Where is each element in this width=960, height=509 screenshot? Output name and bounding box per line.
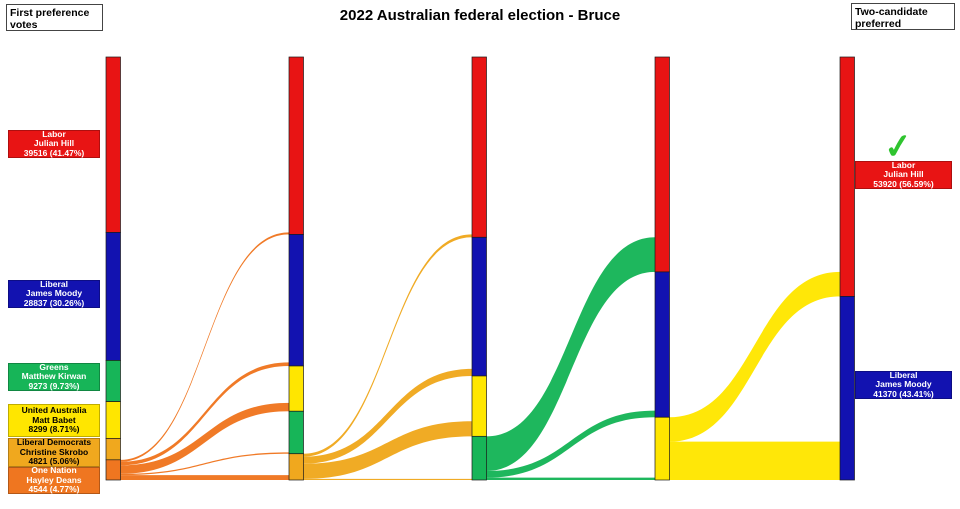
sankey-node-united-australia xyxy=(288,365,304,412)
candidate-name: James Moody xyxy=(25,288,83,299)
sankey-node-greens xyxy=(288,410,304,455)
left-label-liberal-democrats: Liberal Democrats Christine Skrobo 4821 … xyxy=(8,438,100,467)
sankey-flow-one-nation-to-liberal xyxy=(120,362,289,466)
sankey-node-one-nation xyxy=(105,459,121,481)
sankey-node-liberal xyxy=(471,236,487,377)
sankey-node-liberal xyxy=(654,271,670,418)
party-name: Liberal xyxy=(40,278,68,289)
sankey-node-liberal xyxy=(105,232,121,361)
sankey-flow-greens-to-liberal xyxy=(486,410,655,478)
candidate-name: Matt Babet xyxy=(32,414,76,425)
right-label-labor: Labor Julian Hill 53920 (56.59%) xyxy=(855,159,952,189)
sankey-node-united-australia xyxy=(105,401,121,439)
vote-count: 4544 (4.77%) xyxy=(28,484,80,495)
page-title: 2022 Australian federal election - Bruce xyxy=(339,7,621,24)
sankey-node-greens xyxy=(105,360,121,402)
sankey-node-united-australia xyxy=(471,375,487,437)
two-candidate-header-label: Two-candidate preferred xyxy=(855,6,928,30)
vote-count: 41370 (43.41%) xyxy=(873,388,934,399)
sankey-node-liberal xyxy=(288,234,304,367)
party-name: Labor xyxy=(891,159,916,170)
sankey-flow-one-nation-to-greens xyxy=(120,452,289,476)
sankey-flow-liberal-democrats-to-united-australia xyxy=(303,421,472,479)
sankey-flow-one-nation-to-labor xyxy=(120,232,289,462)
left-label-one-nation: One Nation Hayley Deans 4544 (4.77%) xyxy=(8,465,100,495)
sankey-flow-united-australia-to-liberal xyxy=(669,441,840,480)
party-name: Greens xyxy=(39,361,69,372)
sankey-flow-liberal-democrats-to-labor xyxy=(303,234,472,457)
sankey-flow-greens-to-labor xyxy=(486,237,655,471)
sankey-node-labor xyxy=(471,56,487,238)
party-name: One Nation xyxy=(31,465,77,476)
sankey-node-united-australia xyxy=(654,416,670,481)
sankey-node-liberal xyxy=(839,296,855,481)
sankey-flow-liberal-democrats-to-liberal xyxy=(303,368,472,464)
sankey-flow-liberal-democrats-to-greens xyxy=(303,478,472,480)
left-label-liberal: Liberal James Moody 28837 (30.26%) xyxy=(8,278,100,308)
party-name: Labor xyxy=(42,128,66,139)
left-label-labor: Labor Julian Hill 39516 (41.47%) xyxy=(8,128,100,158)
sankey-flow-one-nation-to-united-australia xyxy=(120,402,289,474)
sankey-node-liberal-democrats xyxy=(288,453,304,481)
sankey-flow-greens-to-united-australia xyxy=(486,477,655,480)
candidate-name: Matthew Kirwan xyxy=(21,371,87,382)
vote-count: 9273 (9.73%) xyxy=(28,380,80,391)
candidate-name: Christine Skrobo xyxy=(19,446,89,457)
vote-count: 4821 (5.06%) xyxy=(28,456,80,467)
candidate-name: Julian Hill xyxy=(883,169,924,180)
left-label-united-australia: United Australia Matt Babet 8299 (8.71%) xyxy=(8,404,100,437)
party-name: United Australia xyxy=(21,405,87,416)
sankey-node-labor xyxy=(105,56,121,233)
vote-count: 39516 (41.47%) xyxy=(23,147,85,158)
sankey-node-labor xyxy=(288,56,304,235)
candidate-name: Julian Hill xyxy=(33,138,75,149)
vote-count: 8299 (8.71%) xyxy=(28,424,80,435)
vote-count: 53920 (56.59%) xyxy=(873,178,934,189)
right-label-liberal: Liberal James Moody 41370 (43.41%) xyxy=(855,369,952,399)
left-label-greens: Greens Matthew Kirwan 9273 (9.73%) xyxy=(8,361,100,391)
candidate-name: James Moody xyxy=(875,379,932,390)
first-preference-header-label: First preference votes xyxy=(10,7,90,31)
two-candidate-header-box: Two-candidate preferred xyxy=(851,3,955,30)
party-name: Liberal Democrats xyxy=(16,437,92,448)
sankey-node-labor xyxy=(839,56,855,297)
party-name: Liberal xyxy=(889,369,918,380)
sankey-flow-united-australia-to-labor xyxy=(669,271,840,442)
candidate-name: Hayley Deans xyxy=(26,474,82,485)
sankey-node-labor xyxy=(654,56,670,273)
sankey-node-liberal-democrats xyxy=(105,438,121,461)
sankey-node-greens xyxy=(471,435,487,481)
vote-count: 28837 (30.26%) xyxy=(23,297,85,308)
first-preference-header-box: First preference votes xyxy=(6,4,103,31)
sankey-flow-one-nation-to-liberal-democrats xyxy=(120,475,289,480)
